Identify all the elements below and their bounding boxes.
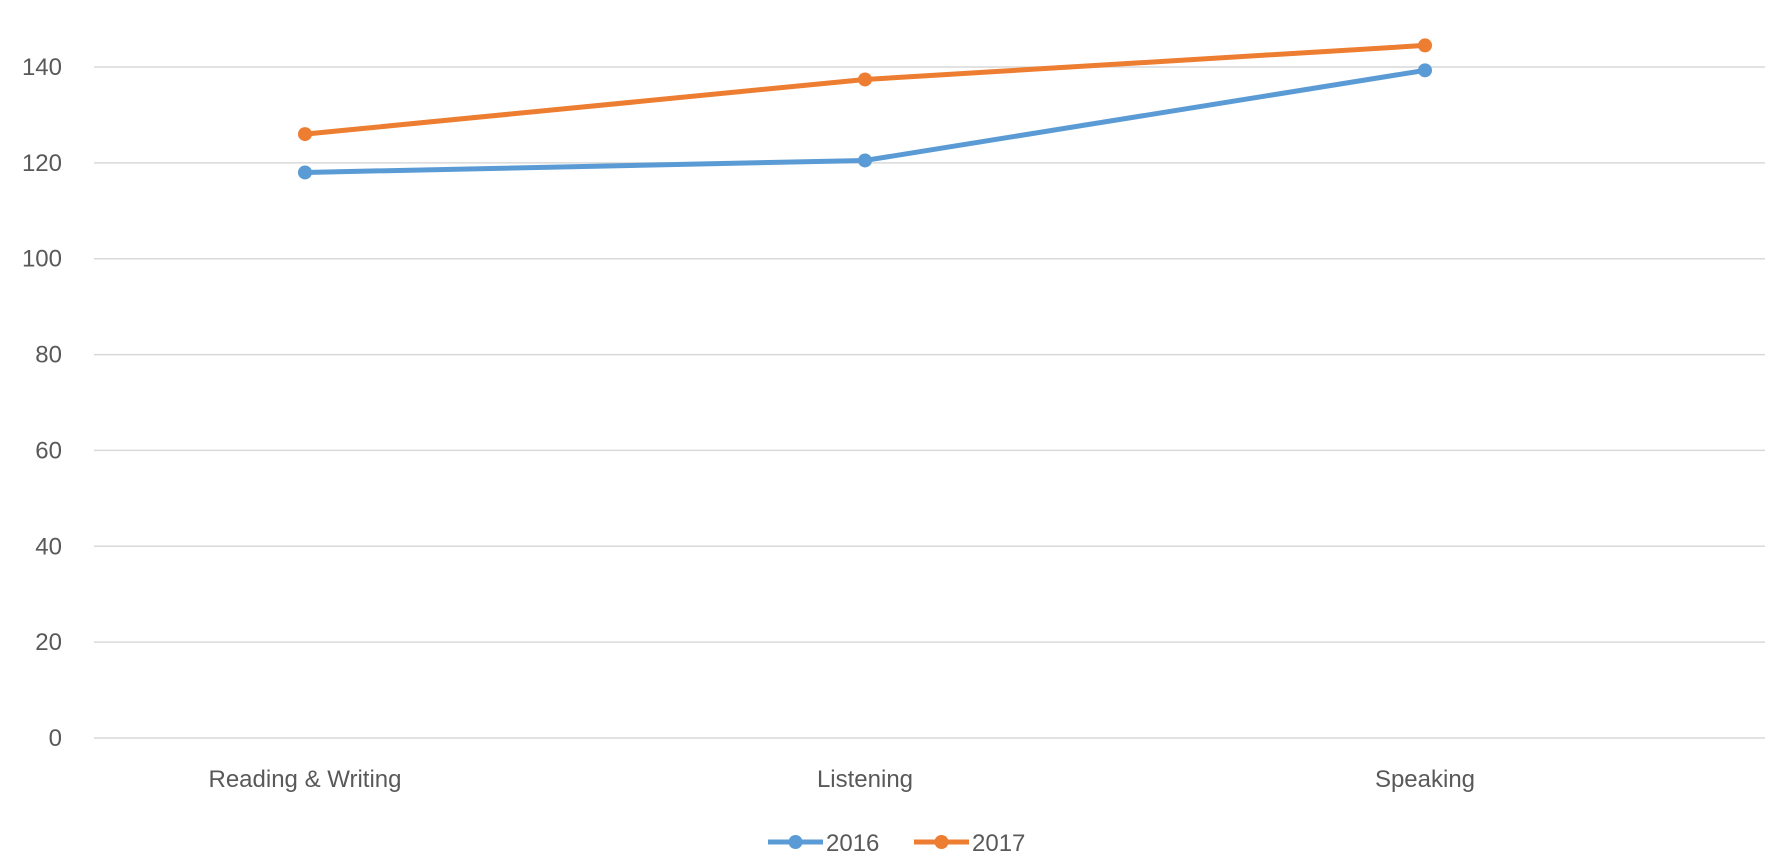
y-tick-label: 120 (22, 150, 62, 177)
y-tick-label: 100 (22, 246, 62, 273)
x-tick-label: Speaking (1375, 766, 1475, 793)
legend: 2016 2017 (768, 830, 1025, 857)
legend-label: 2017 (972, 830, 1025, 857)
data-point (298, 127, 312, 142)
y-tick-label: 140 (22, 54, 62, 81)
data-point (858, 72, 872, 87)
y-axis-tick-labels: 0 20 40 60 80 100 120 140 (22, 54, 62, 752)
data-point (298, 165, 312, 180)
x-axis-tick-labels: Reading & Writing Listening Speaking (209, 766, 1476, 793)
data-point (858, 153, 872, 168)
y-tick-label: 0 (49, 725, 62, 752)
series-2017 (298, 38, 1432, 142)
x-tick-label: Listening (817, 766, 913, 793)
legend-marker (788, 835, 803, 849)
legend-item: 2017 (914, 830, 1025, 857)
y-tick-label: 80 (35, 342, 62, 369)
x-tick-label: Reading & Writing (209, 766, 402, 793)
y-tick-label: 40 (35, 533, 62, 560)
gridlines (94, 66, 1765, 739)
series-line (302, 42, 1428, 137)
legend-label: 2016 (826, 830, 879, 857)
legend-item: 2016 (768, 830, 879, 857)
y-tick-label: 20 (35, 629, 62, 656)
series-2016 (298, 63, 1432, 180)
data-point (1418, 63, 1432, 78)
data-point (1418, 38, 1432, 53)
legend-marker (934, 835, 949, 849)
y-tick-label: 60 (35, 437, 62, 464)
series-lines (298, 38, 1432, 180)
